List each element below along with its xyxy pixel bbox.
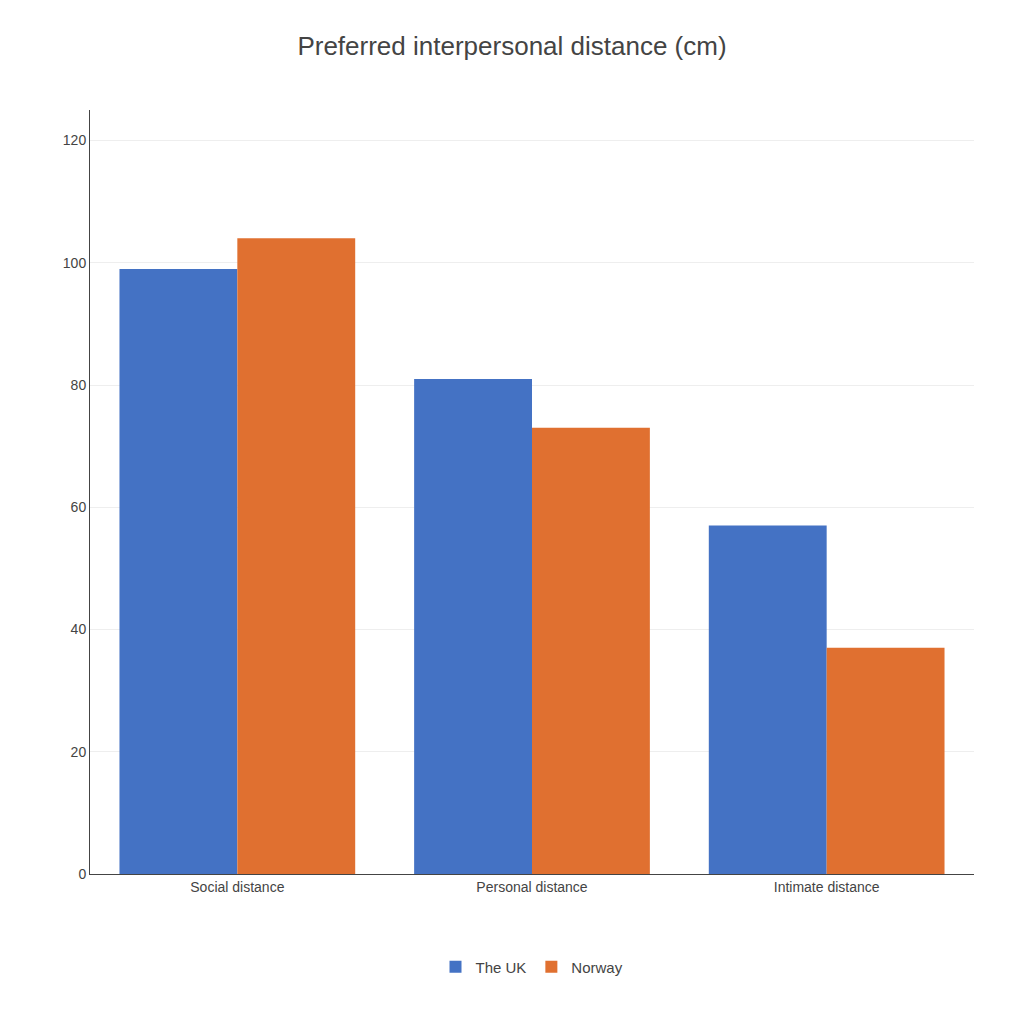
svg-text:0: 0 — [78, 866, 86, 882]
svg-text:Preferred interpersonal distan: Preferred interpersonal distance (cm) — [297, 31, 726, 61]
svg-text:60: 60 — [71, 499, 87, 515]
svg-text:20: 20 — [71, 744, 87, 760]
svg-text:The UK: The UK — [476, 959, 527, 976]
svg-text:Norway: Norway — [571, 959, 622, 976]
svg-text:Social distance: Social distance — [190, 879, 284, 895]
svg-text:80: 80 — [71, 377, 87, 393]
svg-text:Personal distance: Personal distance — [476, 879, 588, 895]
svg-text:Intimate distance: Intimate distance — [774, 879, 880, 895]
svg-text:120: 120 — [63, 132, 87, 148]
svg-text:40: 40 — [71, 621, 87, 637]
svg-text:100: 100 — [63, 255, 87, 271]
